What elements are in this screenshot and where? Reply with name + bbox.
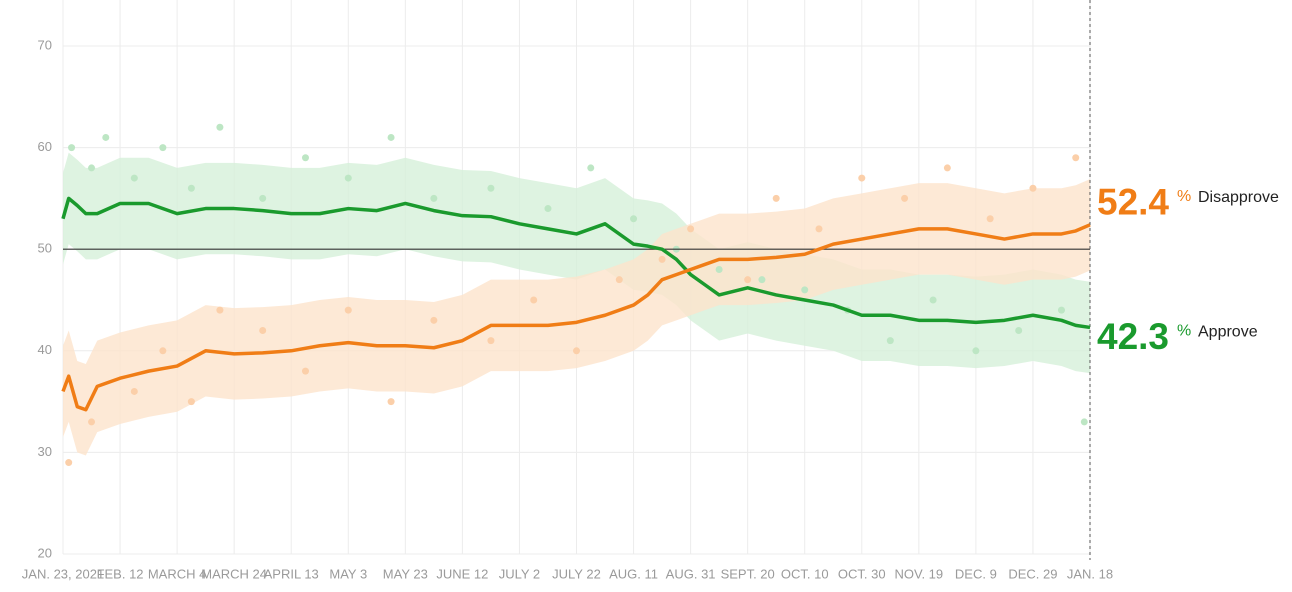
poll-dot [772, 194, 780, 202]
poll-dot [387, 133, 395, 141]
poll-dot [68, 144, 76, 152]
poll-dot [744, 276, 752, 284]
legend-label: Approve [1198, 324, 1258, 341]
poll-dot [487, 184, 495, 192]
end-value: 52.4 [1097, 182, 1169, 223]
poll-dot [687, 225, 695, 233]
poll-dot [972, 347, 980, 355]
poll-dot [187, 398, 195, 406]
poll-dot [573, 347, 580, 355]
y-tick-label: 20 [38, 545, 52, 560]
poll-dot [544, 205, 552, 213]
poll-dot [1080, 418, 1088, 426]
end-value: 42.3 [1097, 316, 1169, 357]
poll-dot [88, 164, 96, 172]
x-tick-label: JUNE 12 [436, 566, 488, 581]
x-tick-label: DEC. 9 [955, 566, 997, 581]
x-tick-label: DEC. 29 [1008, 566, 1057, 581]
poll-dot [159, 347, 167, 355]
poll-dot [88, 418, 96, 426]
poll-dot [630, 215, 638, 223]
x-tick-label: JAN. 18 [1067, 566, 1113, 581]
x-tick-label: OCT. 10 [781, 566, 829, 581]
x-tick-label: JULY 22 [552, 566, 601, 581]
y-tick-label: 40 [38, 342, 52, 357]
poll-dot [1072, 154, 1080, 162]
x-tick-label: MARCH 4 [148, 566, 207, 581]
poll-dot [1057, 306, 1065, 314]
poll-dot [430, 194, 438, 202]
poll-dot [1015, 326, 1023, 334]
y-tick-label: 50 [38, 241, 52, 256]
poll-dot [858, 174, 866, 182]
poll-dot [658, 255, 666, 263]
poll-dot [1029, 184, 1037, 192]
poll-dot [929, 296, 937, 304]
y-tick-label: 30 [38, 444, 52, 459]
poll-dot [530, 296, 538, 304]
poll-dot [487, 337, 495, 345]
poll-dot [301, 154, 309, 162]
uncertainty-band [63, 152, 1090, 374]
x-tick-label: MARCH 24 [201, 566, 267, 581]
x-tick-label: AUG. 31 [666, 566, 716, 581]
poll-dot [986, 215, 994, 223]
poll-dot [430, 316, 438, 324]
poll-dot [216, 306, 224, 314]
x-tick-label: FEB. 12 [97, 566, 144, 581]
poll-dot [130, 387, 138, 395]
poll-dot [943, 164, 951, 172]
y-tick-label: 60 [38, 139, 52, 154]
end-unit: % [1177, 323, 1191, 340]
x-tick-label: APRIL 13 [264, 566, 319, 581]
poll-dot [344, 174, 352, 182]
poll-dot [130, 174, 138, 182]
poll-dot [65, 459, 73, 467]
poll-dot [815, 225, 823, 233]
poll-dot [344, 306, 352, 314]
poll-dot [259, 326, 267, 334]
poll-dot [587, 164, 595, 172]
poll-dot [216, 123, 224, 131]
y-tick-label: 70 [38, 37, 52, 52]
poll-dot [102, 133, 110, 141]
poll-dot [886, 337, 894, 345]
end-unit: % [1177, 188, 1191, 205]
poll-dot [159, 144, 167, 152]
x-tick-label: MAY 3 [329, 566, 367, 581]
poll-dot [615, 276, 623, 284]
poll-dot [758, 276, 766, 284]
trend-line [61, 223, 1091, 412]
x-tick-label: NOV. 19 [894, 566, 943, 581]
poll-dot [715, 266, 723, 274]
x-tick-label: OCT. 30 [838, 566, 886, 581]
poll-dot [301, 367, 309, 375]
x-tick-label: JULY 2 [499, 566, 540, 581]
poll-dot [901, 194, 909, 202]
x-tick-label: SEPT. 20 [721, 566, 775, 581]
poll-dot [387, 398, 395, 406]
legend-label: Disapprove [1198, 189, 1279, 206]
x-tick-label: MAY 23 [383, 566, 428, 581]
x-tick-label: JAN. 23, 2021 [22, 566, 104, 581]
trend-line [61, 196, 1091, 330]
poll-dot [801, 286, 809, 294]
uncertainty-band [63, 179, 1090, 456]
poll-dot [259, 194, 267, 202]
x-tick-label: AUG. 11 [609, 566, 658, 581]
poll-dot [187, 184, 195, 192]
